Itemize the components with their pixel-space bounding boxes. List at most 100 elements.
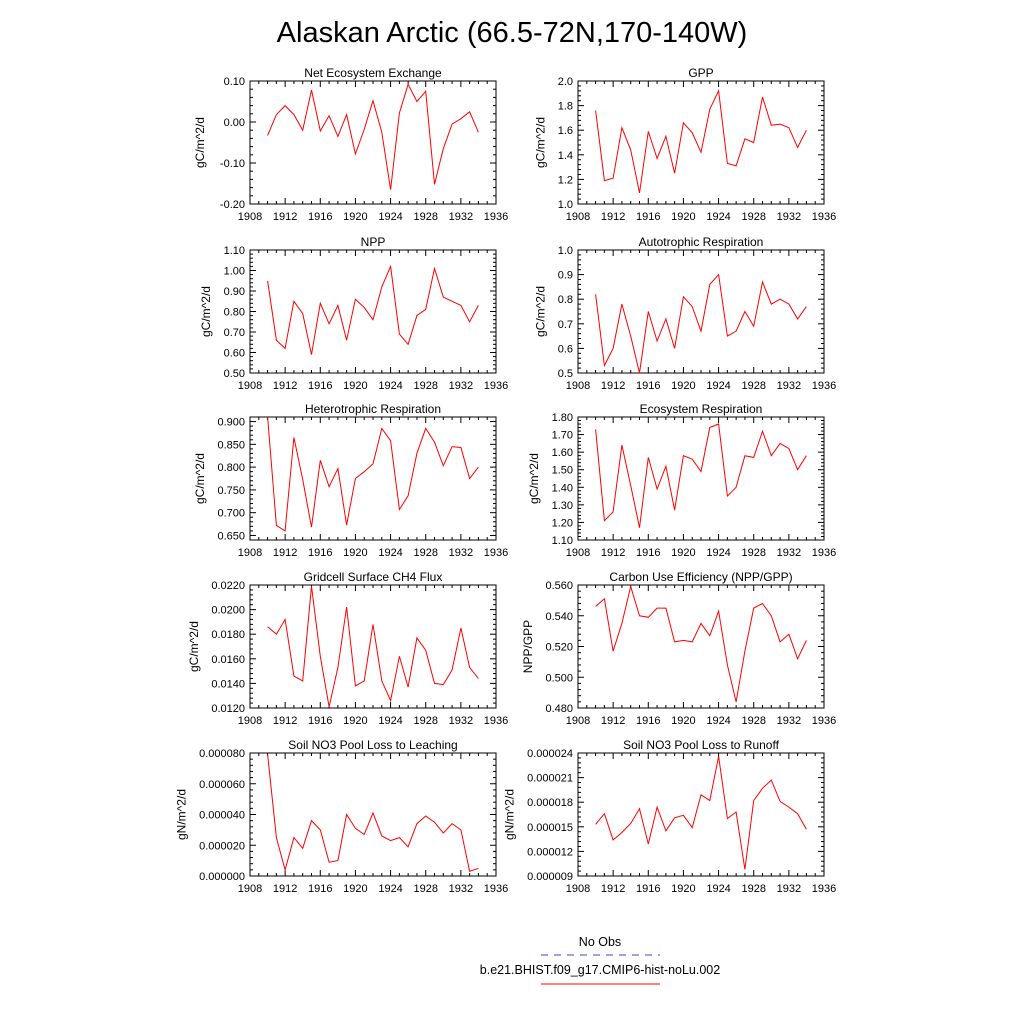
- y-tick-label: 1.10: [224, 245, 245, 257]
- x-tick-label: 1912: [273, 380, 297, 392]
- y-tick-label: 0.5: [558, 368, 573, 380]
- x-tick-label: 1912: [273, 547, 297, 559]
- series-line: [267, 754, 479, 873]
- x-tick-label: 1920: [343, 211, 367, 223]
- x-tick-label: 1908: [566, 547, 590, 559]
- x-tick-label: 1928: [741, 380, 765, 392]
- x-tick-label: 1916: [308, 211, 332, 223]
- series-line: [595, 423, 807, 528]
- x-tick-label: 1912: [601, 547, 625, 559]
- series-line: [267, 416, 479, 532]
- y-tick-label: 0.8: [558, 294, 573, 306]
- x-tick-label: 1916: [308, 715, 332, 727]
- y-tick-label: 0.540: [545, 611, 573, 623]
- x-tick-label: 1932: [449, 380, 473, 392]
- y-tick-label: 0.0200: [211, 605, 245, 617]
- panel-title: Soil NO3 Pool Loss to Runoff: [623, 738, 780, 752]
- x-tick-label: 1932: [777, 380, 801, 392]
- series-line: [595, 89, 807, 194]
- y-tick-label: 1.0: [558, 245, 573, 257]
- y-tick-label: 0.9: [558, 270, 573, 282]
- y-tick-label: 0.700: [217, 508, 245, 520]
- plot-frame: [249, 249, 497, 374]
- chart-panel: Gridcell Surface CH4 Flux 1908 1912 1916 192…: [187, 570, 508, 727]
- y-tick-label: 0.6: [558, 343, 573, 355]
- y-tick-label: 1.8: [558, 101, 573, 113]
- y-tick-label: 0.500: [545, 672, 573, 684]
- y-tick-label: 0.70: [224, 327, 245, 339]
- x-tick-label: 1936: [484, 883, 508, 895]
- x-tick-label: 1924: [378, 380, 402, 392]
- chart-panel: Ecosystem Respiration 1908 1912 1916 1920 192…: [527, 402, 836, 559]
- y-tick-label: 0.00: [224, 117, 245, 129]
- series-line: [267, 264, 479, 355]
- x-tick-label: 1936: [484, 211, 508, 223]
- chart-panel: Autotrophic Respiration 1908 1912 1916 1920 1…: [533, 235, 836, 392]
- plot-frame: [577, 752, 825, 877]
- x-tick-label: 1912: [273, 883, 297, 895]
- x-tick-label: 1928: [413, 211, 437, 223]
- x-tick-label: 1912: [273, 715, 297, 727]
- y-tick-label: 0.000000: [199, 871, 245, 883]
- y-tick-label: 0.000012: [527, 846, 573, 858]
- x-tick-label: 1924: [706, 211, 730, 223]
- x-tick-label: 1916: [636, 211, 660, 223]
- x-tick-label: 1932: [449, 715, 473, 727]
- x-tick-label: 1932: [777, 547, 801, 559]
- y-tick-label: 0.480: [545, 703, 573, 715]
- y-tick-label: 1.2: [558, 174, 573, 186]
- series-line: [595, 584, 807, 703]
- x-tick-label: 1936: [812, 715, 836, 727]
- y-tick-label: 0.560: [545, 580, 573, 592]
- x-tick-label: 1920: [343, 380, 367, 392]
- y-tick-label: 1.80: [552, 412, 573, 424]
- y-tick-label: 1.0: [558, 199, 573, 211]
- x-tick-label: 1924: [378, 211, 402, 223]
- panel-title: Net Ecosystem Exchange: [304, 66, 442, 80]
- x-tick-label: 1936: [812, 380, 836, 392]
- chart-panel: Soil NO3 Pool Loss to Leaching 1908 1912 19…: [174, 738, 508, 895]
- chart-panel: GPP 1908 1912 1916 1920 1924 1928 1932 1936 1.0 1.…: [533, 66, 836, 223]
- y-tick-label: 1.40: [552, 482, 573, 494]
- y-tick-label: 0.60: [224, 348, 245, 360]
- panel-title: Autotrophic Respiration: [639, 235, 764, 249]
- plot-frame: [249, 752, 497, 877]
- x-tick-label: 1916: [308, 380, 332, 392]
- x-tick-label: 1916: [636, 715, 660, 727]
- y-tick-label: 0.0120: [211, 703, 245, 715]
- plot-frame: [577, 249, 825, 374]
- panel-title: Heterotrophic Respiration: [305, 402, 441, 416]
- x-tick-label: 1924: [706, 547, 730, 559]
- x-tick-label: 1936: [812, 883, 836, 895]
- y-tick-label: 1.30: [552, 500, 573, 512]
- series-line: [267, 82, 479, 190]
- chart-panel: Net Ecosystem Exchange 1908 1912 1916 1920 19…: [193, 66, 508, 223]
- panel-title: GPP: [688, 66, 713, 80]
- y-tick-label: 1.10: [552, 535, 573, 547]
- y-axis-label: NPP/GPP: [521, 620, 535, 673]
- x-tick-label: 1936: [484, 380, 508, 392]
- y-axis-label: gC/m^2/d: [193, 453, 207, 504]
- x-tick-label: 1912: [601, 211, 625, 223]
- y-tick-label: 0.000020: [199, 840, 245, 852]
- y-tick-label: 0.0140: [211, 678, 245, 690]
- x-tick-label: 1908: [566, 883, 590, 895]
- y-axis-label: gC/m^2/d: [187, 621, 201, 672]
- y-tick-label: 0.000021: [527, 773, 573, 785]
- plot-frame: [577, 416, 825, 541]
- y-tick-label: 1.50: [552, 465, 573, 477]
- x-tick-label: 1932: [777, 883, 801, 895]
- chart-panel: Heterotrophic Respiration 1908 1912 1916 192…: [193, 402, 508, 559]
- x-tick-label: 1936: [812, 211, 836, 223]
- y-tick-label: 1.6: [558, 125, 573, 137]
- y-axis-label: gN/m^2/d: [502, 789, 516, 840]
- y-tick-label: 0.650: [217, 530, 245, 542]
- x-tick-label: 1932: [449, 211, 473, 223]
- y-tick-label: 0.90: [224, 286, 245, 298]
- y-tick-label: 0.800: [217, 462, 245, 474]
- x-tick-label: 1912: [601, 380, 625, 392]
- series-line: [595, 273, 807, 374]
- x-tick-label: 1924: [378, 883, 402, 895]
- panel-title: Carbon Use Efficiency (NPP/GPP): [609, 570, 792, 584]
